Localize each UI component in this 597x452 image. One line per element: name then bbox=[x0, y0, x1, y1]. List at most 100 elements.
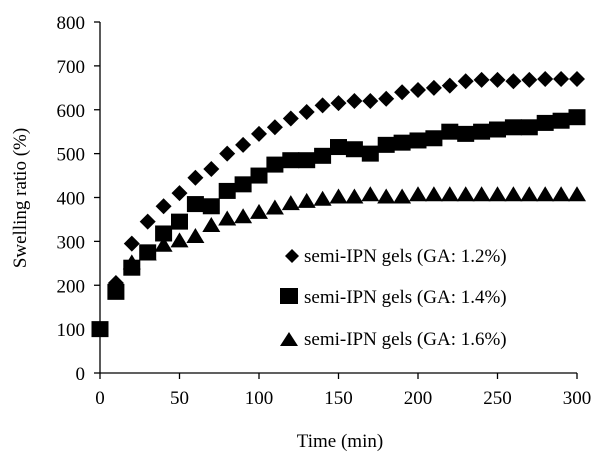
triangle-marker bbox=[424, 186, 443, 202]
plot-area: 0 50 100 150 200 250 300 0 100 200 300 400 500 600 70… bbox=[57, 13, 592, 409]
square-marker bbox=[425, 130, 443, 147]
triangle-marker bbox=[504, 186, 523, 202]
square-marker bbox=[441, 123, 459, 140]
square-marker bbox=[504, 119, 522, 136]
triangle-marker bbox=[281, 195, 300, 211]
diamond-marker bbox=[235, 136, 252, 153]
square-marker bbox=[361, 145, 379, 162]
triangle-marker bbox=[488, 186, 507, 202]
square-marker bbox=[218, 182, 236, 199]
diamond-marker bbox=[378, 90, 395, 107]
square-marker bbox=[91, 321, 109, 338]
square-marker bbox=[377, 136, 395, 153]
square-marker bbox=[155, 225, 173, 242]
triangle-marker bbox=[202, 217, 221, 233]
diamond-marker bbox=[410, 82, 426, 99]
triangle-marker bbox=[234, 208, 253, 224]
triangle-marker bbox=[138, 245, 157, 261]
diamond-marker bbox=[330, 95, 347, 112]
legend: semi-IPN gels (GA: 1.2%) semi-IPN gels (… bbox=[280, 246, 507, 350]
square-marker bbox=[234, 176, 252, 193]
square-marker bbox=[314, 147, 332, 164]
square-marker bbox=[473, 123, 491, 140]
legend-triangle-marker bbox=[280, 332, 298, 346]
square-marker bbox=[282, 152, 300, 169]
diamond-marker bbox=[123, 235, 140, 252]
diamond-marker bbox=[394, 84, 411, 101]
diamond-marker bbox=[457, 73, 474, 90]
triangle-marker bbox=[329, 188, 348, 204]
y-tick-label: 100 bbox=[57, 320, 86, 341]
diamond-marker bbox=[298, 103, 315, 120]
diamond-marker bbox=[187, 169, 204, 186]
square-marker bbox=[393, 134, 411, 151]
x-tick-label: 150 bbox=[324, 388, 353, 409]
diamond-marker bbox=[346, 92, 363, 109]
diamond-marker bbox=[569, 71, 585, 88]
diamond-marker bbox=[219, 145, 236, 162]
square-marker bbox=[250, 167, 268, 184]
triangle-marker bbox=[122, 254, 141, 270]
square-marker bbox=[568, 109, 586, 126]
x-tick-label: 0 bbox=[95, 388, 105, 409]
triangle-marker bbox=[186, 227, 205, 243]
triangle-marker bbox=[536, 186, 555, 202]
square-marker bbox=[345, 141, 363, 158]
diamond-marker bbox=[425, 79, 442, 96]
data-markers bbox=[91, 71, 586, 338]
diamond-marker bbox=[266, 119, 283, 136]
diamond-marker bbox=[139, 213, 156, 230]
x-tick-label: 250 bbox=[483, 388, 512, 409]
triangle-marker bbox=[393, 188, 412, 204]
triangle-marker bbox=[440, 186, 459, 202]
diamond-marker bbox=[203, 160, 220, 177]
diamond-marker bbox=[537, 71, 554, 88]
triangle-marker bbox=[154, 236, 173, 252]
legend-item-ga-1-6: semi-IPN gels (GA: 1.6%) bbox=[280, 329, 507, 350]
triangle-marker bbox=[170, 232, 189, 248]
square-marker bbox=[107, 283, 125, 300]
x-axis-title: Time (min) bbox=[297, 431, 383, 452]
x-ticks: 0 50 100 150 200 250 300 bbox=[95, 373, 591, 409]
y-ticks: 0 100 200 300 400 500 600 700 800 bbox=[57, 13, 100, 385]
square-marker bbox=[202, 198, 220, 215]
square-marker bbox=[266, 156, 284, 173]
diamond-marker bbox=[489, 71, 506, 88]
legend-label-ga-1-6: semi-IPN gels (GA: 1.6%) bbox=[304, 329, 507, 350]
y-tick-label: 500 bbox=[57, 145, 86, 166]
square-marker bbox=[536, 114, 554, 131]
triangle-marker bbox=[361, 186, 380, 202]
diamond-marker bbox=[362, 92, 379, 109]
legend-label-ga-1-4: semi-IPN gels (GA: 1.4%) bbox=[304, 287, 507, 308]
diamond-marker bbox=[282, 110, 299, 127]
y-tick-label: 200 bbox=[57, 276, 86, 297]
triangle-marker bbox=[377, 188, 396, 204]
legend-square-marker bbox=[280, 288, 298, 304]
triangle-marker bbox=[345, 188, 364, 204]
diamond-marker bbox=[473, 71, 490, 88]
triangle-marker bbox=[456, 186, 475, 202]
y-tick-label: 700 bbox=[57, 57, 86, 78]
square-marker bbox=[409, 132, 427, 149]
y-tick-label: 600 bbox=[57, 101, 86, 122]
square-marker bbox=[330, 139, 347, 156]
legend-label-ga-1-2: semi-IPN gels (GA: 1.2%) bbox=[304, 246, 507, 267]
square-marker bbox=[186, 196, 204, 213]
triangle-marker bbox=[472, 186, 491, 202]
y-tick-label: 400 bbox=[57, 189, 86, 210]
square-marker bbox=[298, 152, 316, 169]
triangle-marker bbox=[568, 186, 586, 202]
diamond-marker bbox=[505, 73, 522, 90]
triangle-marker bbox=[297, 192, 316, 208]
diamond-marker bbox=[314, 97, 331, 114]
triangle-marker bbox=[313, 190, 332, 206]
diamond-marker bbox=[155, 198, 172, 215]
diamond-marker bbox=[441, 77, 458, 94]
square-marker bbox=[489, 121, 506, 138]
diamond-marker bbox=[521, 71, 538, 88]
square-marker bbox=[457, 125, 475, 142]
triangle-marker bbox=[265, 199, 284, 215]
x-tick-label: 50 bbox=[170, 388, 189, 409]
square-marker bbox=[520, 119, 538, 136]
